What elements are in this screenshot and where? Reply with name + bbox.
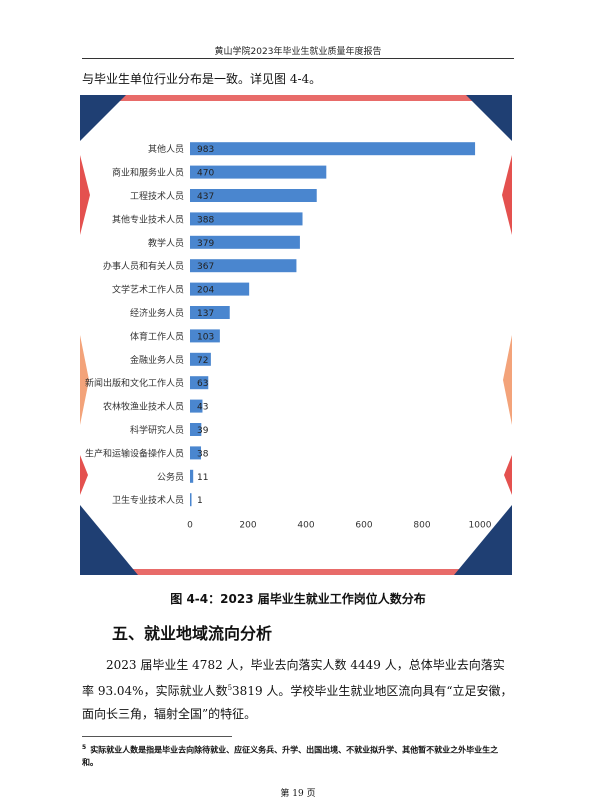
category-label-9: 金融业务人员 bbox=[130, 354, 184, 366]
category-label-4: 教学人员 bbox=[148, 237, 184, 249]
running-header: 黄山学院2023年毕业生就业质量年度报告 bbox=[214, 47, 382, 57]
x-tick-5: 1000 bbox=[469, 520, 492, 530]
paragraph-part-2: 3819 人。学校毕业生就业地区流向具有“立足安徽，面向长三角，辐射全国”的特征… bbox=[82, 684, 513, 721]
category-label-8: 体育工作人员 bbox=[130, 330, 184, 342]
value-label-4: 379 bbox=[197, 239, 214, 249]
side-left-red-2 bbox=[80, 455, 88, 495]
footnote-text: 实际就业人数是指是毕业去向除待就业、应征义务兵、升学、出国出境、不就业拟升学、其… bbox=[82, 745, 499, 767]
footnote-mark: 5 bbox=[82, 744, 87, 751]
value-label-11: 43 bbox=[197, 403, 208, 413]
footnote-reference: 5 bbox=[227, 684, 233, 692]
footnote-rule bbox=[82, 736, 232, 737]
category-label-13: 生产和运输设备操作人员 bbox=[85, 447, 184, 459]
paragraph-part-1: 2023 届毕业生 4782 人，毕业去向落实人数 4449 人，总体毕业去向落… bbox=[82, 658, 505, 698]
page-number: 第 19 页 bbox=[280, 789, 316, 799]
value-label-0: 983 bbox=[197, 145, 214, 155]
bar-12 bbox=[190, 423, 202, 436]
bar-13 bbox=[190, 446, 202, 460]
category-label-11: 农林牧渔业技术人员 bbox=[103, 401, 184, 413]
category-label-5: 办事人员和有关人员 bbox=[103, 260, 184, 272]
x-tick-3: 600 bbox=[355, 520, 372, 530]
value-label-6: 204 bbox=[197, 286, 214, 296]
bar-7 bbox=[190, 306, 230, 319]
chart-bars bbox=[190, 142, 476, 507]
bar-14 bbox=[190, 469, 194, 483]
corner-bottom-right bbox=[454, 505, 512, 575]
bar-10 bbox=[190, 376, 209, 390]
bar-6 bbox=[190, 282, 250, 296]
value-label-2: 437 bbox=[197, 192, 214, 202]
category-label-10: 新闻出版和文化工作人员 bbox=[85, 377, 184, 389]
side-left-orange bbox=[80, 335, 89, 425]
figure-caption: 图 4-4：2023 届毕业生就业工作岗位人数分布 bbox=[170, 592, 426, 606]
value-label-12: 39 bbox=[197, 426, 209, 436]
bar-11 bbox=[190, 399, 203, 413]
side-right-red-2 bbox=[504, 455, 512, 495]
category-label-2: 工程技术人员 bbox=[130, 190, 184, 202]
bar-0 bbox=[190, 142, 476, 156]
x-tick-0: 0 bbox=[187, 520, 193, 530]
bar-chart: 其他人员商业和服务业人员工程技术人员其他专业技术人员教学人员办事人员和有关人员文… bbox=[80, 95, 512, 575]
bar-5 bbox=[190, 259, 297, 273]
corner-bottom-left bbox=[80, 505, 138, 575]
bar-chart-svg: 其他人员商业和服务业人员工程技术人员其他专业技术人员教学人员办事人员和有关人员文… bbox=[80, 95, 512, 575]
body-paragraph: 2023 届毕业生 4782 人，毕业去向落实人数 4449 人，总体毕业去向落… bbox=[82, 654, 514, 726]
side-right-red bbox=[502, 155, 512, 235]
x-tick-2: 400 bbox=[297, 520, 314, 530]
value-label-15: 1 bbox=[197, 496, 203, 506]
category-label-0: 其他人员 bbox=[148, 143, 184, 155]
frame-top-band bbox=[80, 95, 512, 101]
header-rule bbox=[82, 58, 514, 59]
side-left-red bbox=[80, 155, 90, 235]
value-label-1: 470 bbox=[197, 169, 214, 179]
bar-3 bbox=[190, 212, 303, 226]
value-label-5: 367 bbox=[197, 262, 214, 272]
corner-top-left bbox=[80, 95, 126, 141]
bar-4 bbox=[190, 235, 300, 249]
footnote: 5 实际就业人数是指是毕业去向除待就业、应征义务兵、升学、出国出境、不就业拟升学、… bbox=[82, 742, 514, 769]
bar-8 bbox=[190, 329, 220, 343]
value-label-14: 11 bbox=[197, 473, 208, 483]
bar-2 bbox=[190, 189, 317, 202]
category-label-1: 商业和服务业人员 bbox=[112, 167, 184, 179]
value-label-9: 72 bbox=[197, 356, 208, 366]
value-label-10: 63 bbox=[197, 379, 208, 389]
corner-top-right bbox=[466, 95, 512, 141]
category-label-3: 其他专业技术人员 bbox=[112, 213, 184, 225]
value-label-3: 388 bbox=[197, 215, 214, 225]
value-label-13: 38 bbox=[197, 449, 209, 459]
side-right-orange bbox=[503, 335, 512, 425]
section-title: 五、就业地域流向分析 bbox=[112, 624, 273, 643]
value-label-7: 137 bbox=[197, 309, 214, 319]
category-label-12: 科学研究人员 bbox=[130, 424, 184, 436]
bar-15 bbox=[190, 493, 192, 507]
frame-bottom-band bbox=[80, 569, 512, 575]
x-tick-4: 800 bbox=[413, 520, 430, 530]
chart-frame-decoration bbox=[80, 95, 512, 575]
category-label-6: 文学艺术工作人员 bbox=[112, 284, 184, 296]
category-label-15: 卫生专业技术人员 bbox=[112, 494, 184, 506]
x-tick-1: 200 bbox=[239, 520, 256, 530]
bar-1 bbox=[190, 165, 327, 179]
category-label-7: 经济业务人员 bbox=[130, 307, 184, 319]
chart-x-ticks: 0 200 400 600 800 1000 bbox=[187, 520, 492, 530]
bar-9 bbox=[190, 352, 211, 366]
value-label-8: 103 bbox=[197, 332, 214, 342]
chart-category-labels: 其他人员商业和服务业人员工程技术人员其他专业技术人员教学人员办事人员和有关人员文… bbox=[85, 143, 184, 506]
category-label-14: 公务员 bbox=[157, 471, 184, 483]
intro-text: 与毕业生单位行业分布是一致。详见图 4-4。 bbox=[82, 72, 322, 86]
